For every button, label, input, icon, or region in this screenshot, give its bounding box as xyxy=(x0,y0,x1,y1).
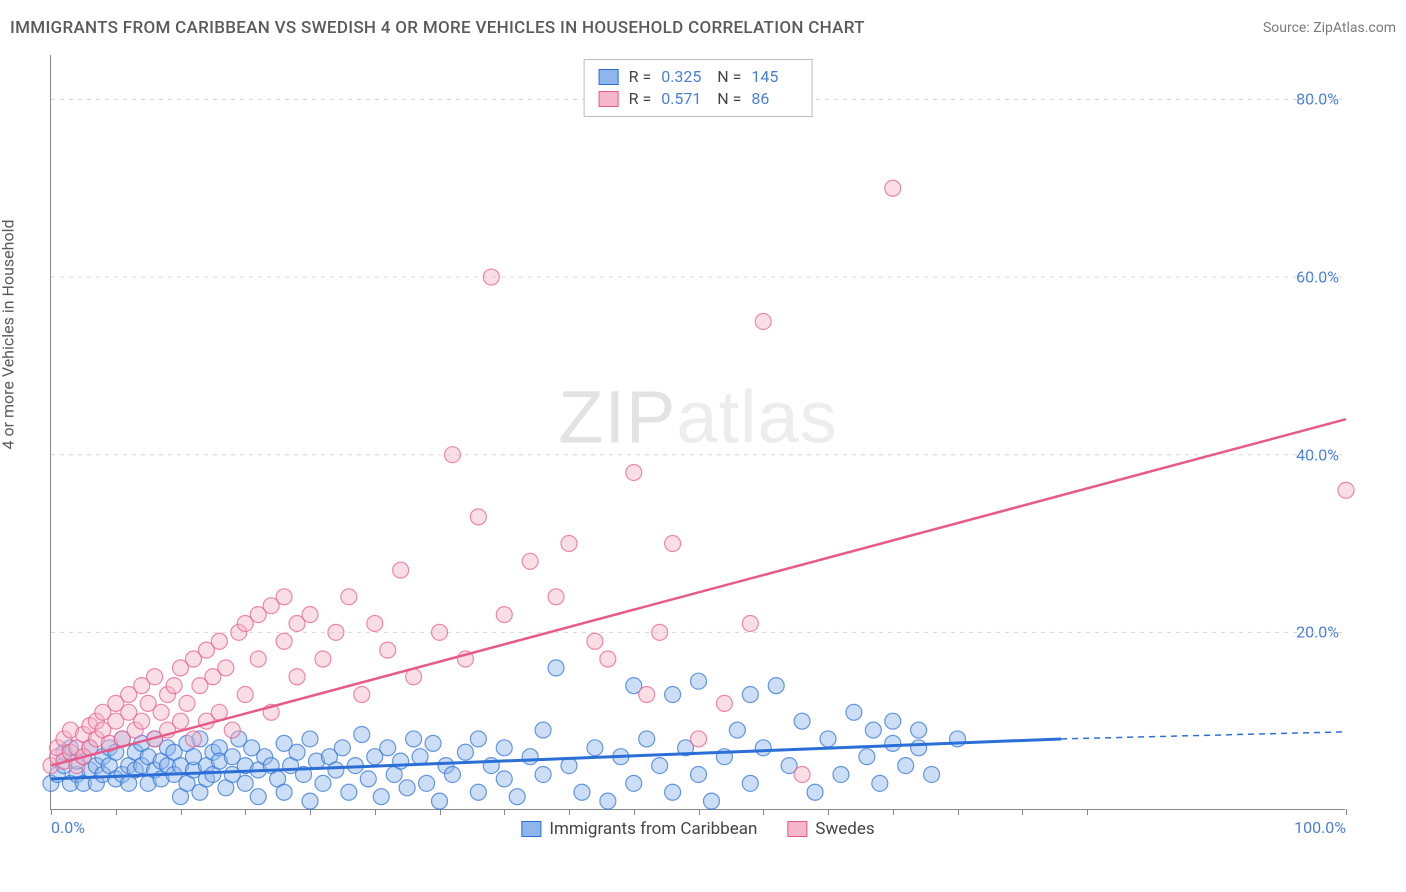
r-value-swedes: 0.571 xyxy=(661,88,707,110)
legend-row-caribbean: R = 0.325 N = 145 xyxy=(599,66,798,88)
legend-item: Swedes xyxy=(787,819,874,839)
x-tick xyxy=(763,809,764,815)
legend-swatch xyxy=(521,821,541,837)
x-tick xyxy=(893,809,894,815)
x-tick xyxy=(116,809,117,815)
legend-label: Immigrants from Caribbean xyxy=(549,819,757,839)
title-bar: IMMIGRANTS FROM CARIBBEAN VS SWEDISH 4 O… xyxy=(10,18,1396,38)
x-tick xyxy=(569,809,570,815)
x-tick xyxy=(181,809,182,815)
x-tick-label: 100.0% xyxy=(1294,818,1346,837)
swatch-caribbean xyxy=(599,69,619,85)
legend-row-swedes: R = 0.571 N = 86 xyxy=(599,88,798,110)
correlation-legend: R = 0.325 N = 145 R = 0.571 N = 86 xyxy=(584,59,813,117)
chart-title: IMMIGRANTS FROM CARIBBEAN VS SWEDISH 4 O… xyxy=(10,18,865,38)
x-tick xyxy=(51,809,52,815)
trend-layer xyxy=(51,55,1345,809)
x-tick-label: 0.0% xyxy=(51,818,85,837)
n-value-caribbean: 145 xyxy=(751,66,797,88)
y-axis-label: 4 or more Vehicles in Household xyxy=(0,219,18,449)
x-tick xyxy=(699,809,700,815)
r-value-caribbean: 0.325 xyxy=(661,66,707,88)
swatch-swedes xyxy=(599,91,619,107)
legend-swatch xyxy=(787,821,807,837)
x-tick xyxy=(828,809,829,815)
source-label: Source: ZipAtlas.com xyxy=(1263,20,1396,36)
x-tick xyxy=(1346,809,1347,815)
bottom-legend: Immigrants from Caribbean Swedes xyxy=(521,819,874,839)
legend-label: Swedes xyxy=(815,819,874,839)
x-tick xyxy=(440,809,441,815)
n-value-swedes: 86 xyxy=(751,88,797,110)
plot-area: ZIPatlas R = 0.325 N = 145 R = 0.571 N =… xyxy=(50,55,1345,810)
x-tick xyxy=(504,809,505,815)
x-tick xyxy=(375,809,376,815)
x-tick xyxy=(310,809,311,815)
x-tick xyxy=(245,809,246,815)
legend-item: Immigrants from Caribbean xyxy=(521,819,757,839)
x-tick xyxy=(958,809,959,815)
x-tick xyxy=(1022,809,1023,815)
x-tick xyxy=(634,809,635,815)
x-tick xyxy=(1087,809,1088,815)
